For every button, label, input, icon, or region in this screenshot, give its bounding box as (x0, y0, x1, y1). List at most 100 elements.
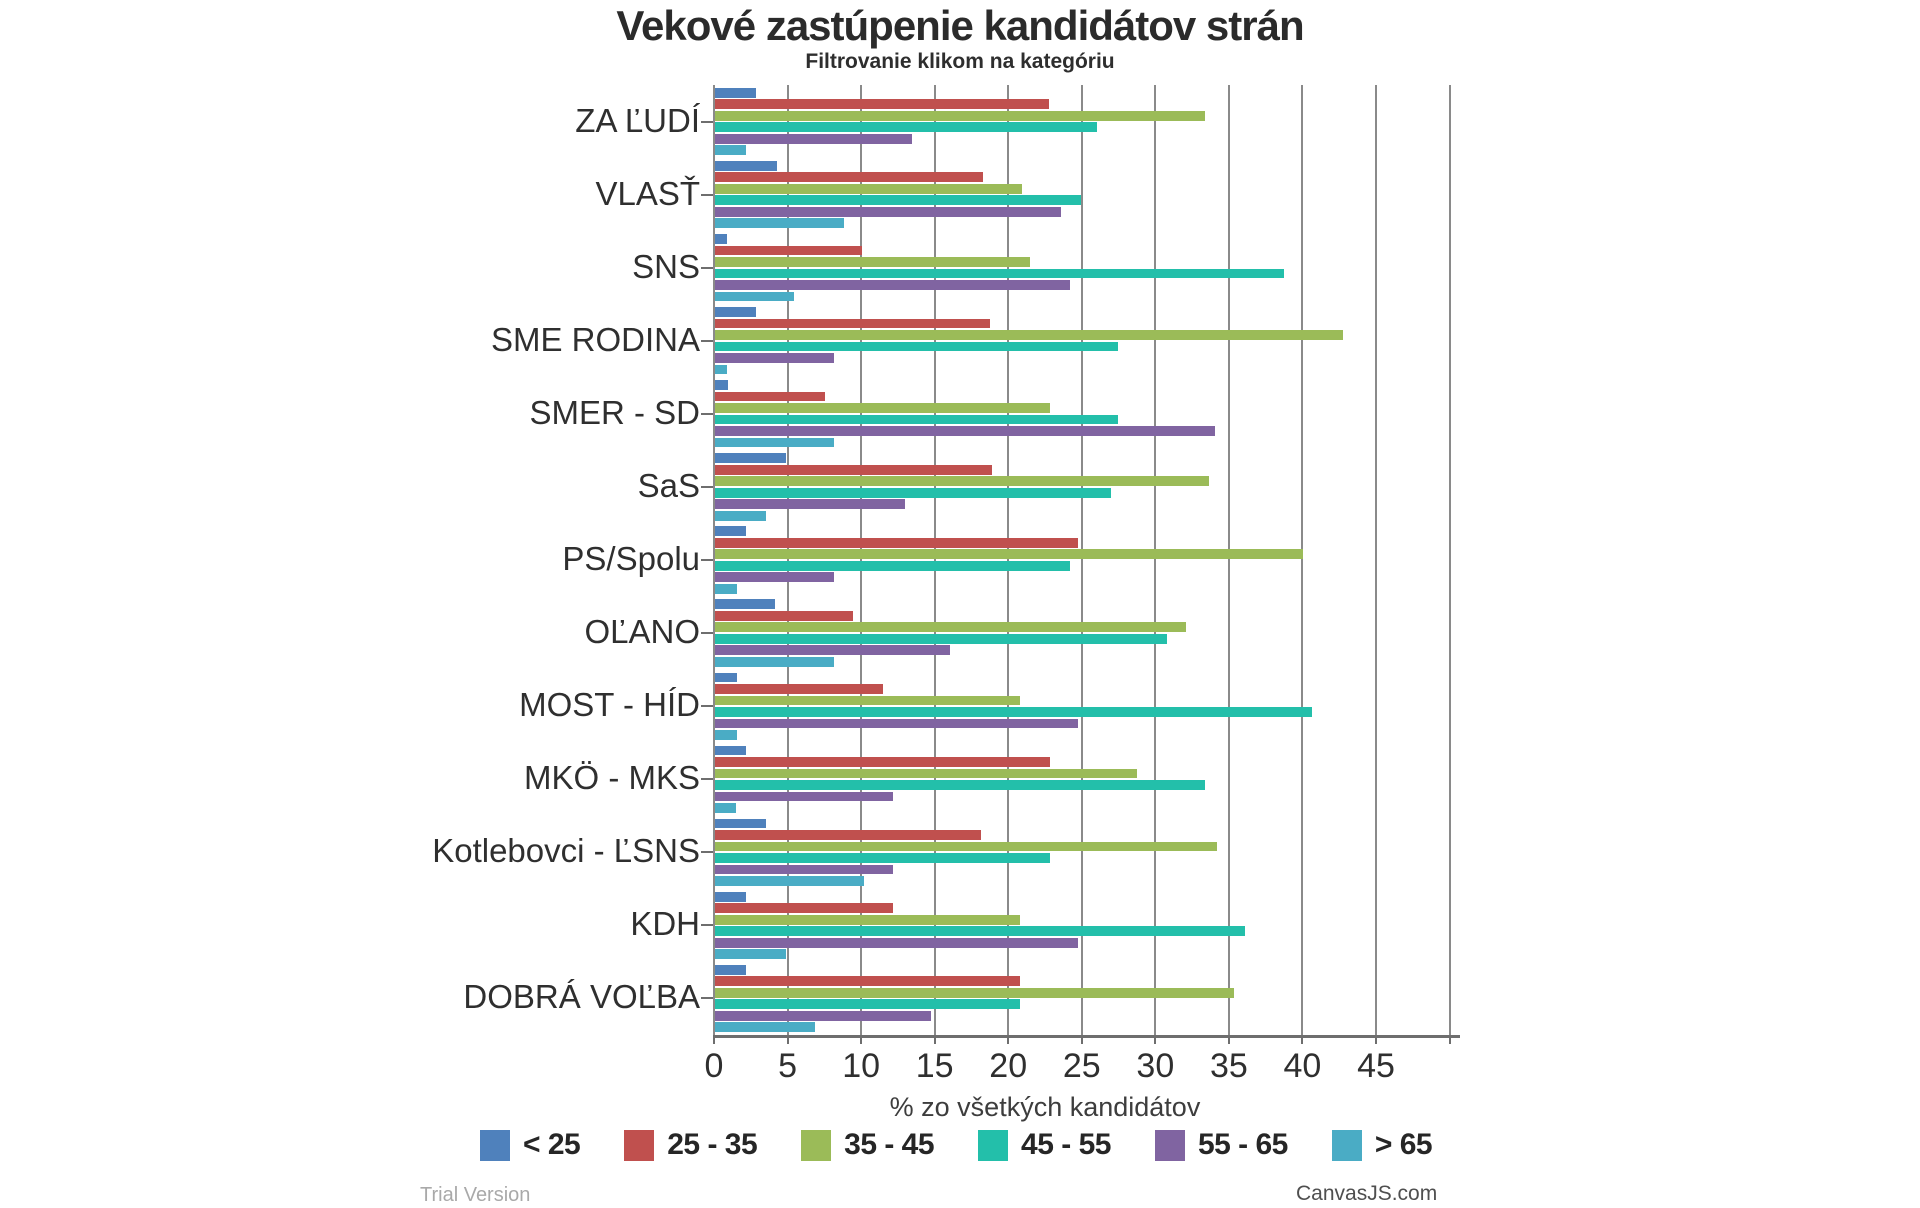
bar[interactable] (715, 684, 883, 694)
bar[interactable] (715, 672, 738, 683)
bar[interactable] (715, 291, 795, 302)
bar[interactable] (715, 599, 776, 610)
bar[interactable] (715, 645, 951, 656)
chart-subtitle: Filtrovanie klikom na kategóriu (805, 50, 1115, 73)
bar[interactable] (715, 364, 727, 375)
bar[interactable] (715, 403, 1051, 413)
bar[interactable] (715, 656, 835, 667)
bar[interactable] (715, 853, 1051, 863)
bar[interactable] (715, 218, 845, 229)
bar[interactable] (715, 133, 913, 144)
bar[interactable] (715, 891, 746, 902)
trial-version-label: Trial Version (420, 1184, 531, 1206)
legend-item-0[interactable]: < 25 (480, 1128, 581, 1162)
bar[interactable] (715, 453, 786, 464)
bar[interactable] (715, 537, 1079, 548)
bar[interactable] (715, 964, 746, 975)
bar[interactable] (715, 172, 983, 183)
bar[interactable] (715, 234, 727, 244)
bar[interactable] (715, 414, 1119, 425)
bar[interactable] (715, 914, 1020, 925)
bar[interactable] (715, 464, 992, 475)
x-tick-label: 30 (1136, 1047, 1175, 1085)
bar[interactable] (715, 268, 1285, 279)
x-tick-label: 15 (915, 1047, 954, 1085)
bar[interactable] (715, 864, 893, 875)
bar[interactable] (715, 876, 864, 886)
bar[interactable] (715, 768, 1138, 779)
bar[interactable] (715, 841, 1217, 852)
bar[interactable] (715, 499, 905, 510)
bar[interactable] (715, 560, 1070, 571)
category-label: SME RODINA (490, 321, 700, 359)
bar[interactable] (715, 987, 1235, 998)
bar[interactable] (715, 818, 767, 829)
bar[interactable] (715, 526, 746, 537)
bar[interactable] (715, 145, 746, 156)
bar[interactable] (715, 341, 1119, 352)
legend-swatch (480, 1129, 510, 1161)
bar[interactable] (715, 245, 863, 256)
bar[interactable] (715, 437, 835, 448)
bar[interactable] (715, 99, 1049, 110)
bar[interactable] (715, 257, 1030, 267)
bar[interactable] (715, 380, 729, 390)
bar[interactable] (715, 976, 1020, 987)
bar[interactable] (715, 757, 1051, 767)
bar[interactable] (715, 791, 893, 802)
bar[interactable] (715, 903, 893, 914)
bar[interactable] (715, 391, 826, 402)
canvasjs-credit-link[interactable]: CanvasJS.com (1296, 1182, 1438, 1205)
bar[interactable] (715, 195, 1082, 206)
bar[interactable] (715, 510, 767, 521)
bar[interactable] (715, 426, 1216, 436)
y-axis-tick (701, 266, 713, 269)
bar[interactable] (715, 487, 1111, 498)
bar[interactable] (715, 476, 1210, 487)
bar[interactable] (715, 830, 982, 840)
bar[interactable] (715, 549, 1304, 560)
x-axis-tick (933, 1035, 936, 1044)
bar[interactable] (715, 307, 757, 317)
bar[interactable] (715, 707, 1313, 717)
x-tick-label: 25 (1062, 1047, 1101, 1085)
bar[interactable] (715, 1010, 932, 1021)
bar[interactable] (715, 937, 1079, 948)
bar[interactable] (715, 926, 1245, 937)
bar[interactable] (715, 730, 738, 740)
bar[interactable] (715, 110, 1205, 121)
bar[interactable] (715, 803, 736, 813)
bar[interactable] (715, 87, 757, 98)
bar[interactable] (715, 695, 1020, 706)
legend-item-3[interactable]: 45 - 55 (978, 1128, 1111, 1162)
bar[interactable] (715, 160, 777, 171)
bar[interactable] (715, 622, 1186, 633)
bar[interactable] (715, 1022, 816, 1033)
legend-item-2[interactable]: 35 - 45 (801, 1128, 935, 1162)
bar[interactable] (715, 633, 1167, 644)
bar[interactable] (715, 745, 746, 756)
bar[interactable] (715, 183, 1023, 194)
bar[interactable] (715, 949, 786, 960)
legend-item-1[interactable]: 25 - 35 (624, 1128, 758, 1162)
x-tick-label: 10 (842, 1047, 881, 1085)
x-tick-label: 20 (989, 1047, 1028, 1085)
bar[interactable] (715, 353, 835, 363)
bar[interactable] (715, 280, 1070, 290)
category-label: DOBRÁ VOĽBA (463, 978, 700, 1016)
bar[interactable] (715, 206, 1061, 217)
legend-item-5[interactable]: > 65 (1331, 1128, 1433, 1162)
bar[interactable] (715, 122, 1098, 133)
legend-item-4[interactable]: 55 - 65 (1154, 1128, 1288, 1162)
bar[interactable] (715, 610, 854, 621)
y-axis-tick (701, 632, 713, 635)
bar[interactable] (715, 330, 1344, 340)
bar[interactable] (715, 780, 1205, 790)
legend-label: > 65 (1374, 1128, 1433, 1161)
bar[interactable] (715, 318, 991, 329)
bar[interactable] (715, 572, 835, 583)
bar[interactable] (715, 999, 1020, 1010)
x-axis-tick (1227, 1035, 1230, 1044)
bar[interactable] (715, 718, 1079, 729)
bar[interactable] (715, 583, 738, 594)
